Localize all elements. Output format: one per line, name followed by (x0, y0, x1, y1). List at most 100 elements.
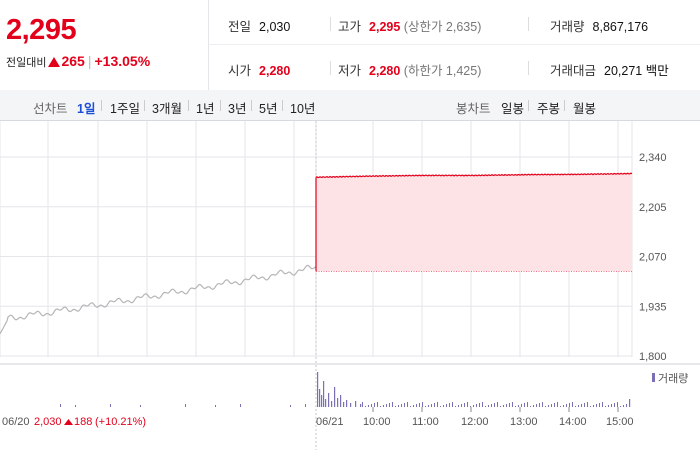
volume-bar (482, 402, 483, 407)
tab-weekly-candle[interactable]: 주봉 (537, 102, 561, 116)
volume-bar (440, 406, 441, 407)
quote-volume: 거래량 8,867,176 (550, 20, 649, 34)
volume-bars: 거래량 (60, 372, 688, 407)
volume-bar (290, 405, 291, 407)
volume-bar (581, 404, 582, 407)
volume-bar (626, 404, 627, 407)
y-tick-label: 1,800 (639, 351, 667, 363)
volume-bar (590, 406, 591, 407)
volume-bar (389, 403, 390, 407)
price-box: 2,295 전일대비 265 | +13.05% (0, 0, 209, 90)
volume-bar (331, 401, 333, 407)
volume-bar (596, 404, 597, 407)
tab-5year[interactable]: 5년 (259, 102, 278, 116)
volume-bar (467, 402, 468, 407)
quote-prev-close: 전일 2,030 (228, 20, 291, 34)
change-amount: 265 (61, 53, 85, 69)
tab-3year[interactable]: 3년 (228, 102, 247, 116)
tab-daily-candle[interactable]: 일봉 (501, 102, 525, 116)
volume-bar (422, 402, 423, 407)
change-info: 전일대비 265 | +13.05% (6, 53, 151, 69)
x-tick-label: 11:00 (412, 416, 439, 428)
volume-bar (340, 395, 342, 407)
quote-high: 고가 2,295 (상한가 2,635) (338, 20, 482, 34)
volume-bar (461, 404, 462, 407)
volume-bar (572, 402, 573, 407)
volume-bar (614, 403, 615, 407)
volume-bar (503, 405, 504, 407)
volume-bar (404, 403, 405, 407)
volume-bar (545, 406, 546, 407)
volume-bar (380, 406, 381, 407)
volume-bar (343, 402, 345, 407)
candle-chart-caption: 봉차트 (456, 102, 491, 116)
volume-bar (407, 402, 408, 407)
volume-bar (185, 404, 186, 407)
volume-bar (434, 403, 435, 407)
volume-bar (476, 404, 477, 407)
volume-bar (548, 405, 549, 407)
quote-open: 시가 2,280 (228, 64, 291, 78)
volume-bar (530, 406, 531, 407)
volume-bar (455, 406, 456, 407)
volume-bar (323, 381, 325, 407)
volume-bar (584, 403, 585, 407)
volume-bar (473, 405, 474, 407)
series-prev-day-line (0, 264, 317, 335)
y-tick-label: 2,070 (639, 252, 667, 264)
volume-bar (334, 387, 336, 407)
volume-bar (401, 404, 402, 407)
volume-bar (470, 406, 471, 407)
volume-bar (365, 406, 366, 407)
volume-bar (491, 404, 492, 407)
footer-change: 188 (74, 416, 92, 428)
volume-bar (449, 403, 450, 407)
volume-bar (437, 402, 438, 407)
volume-bar (533, 405, 534, 407)
volume-bar (602, 402, 603, 407)
volume-bar (337, 398, 339, 407)
volume-bar (328, 393, 330, 407)
current-price: 2,295 (6, 14, 77, 46)
volume-bar (485, 406, 486, 407)
volume-bar (110, 404, 111, 407)
volume-bar (569, 403, 570, 407)
volume-bar (319, 389, 321, 407)
volume-bar (458, 405, 459, 407)
volume-bar (446, 404, 447, 407)
x-tick-label: 06/21 (316, 416, 344, 428)
volume-bar (518, 405, 519, 407)
volume-bar (321, 395, 323, 407)
x-tick-label: 14:00 (559, 416, 587, 428)
volume-bar (350, 403, 352, 407)
volume-bar (575, 406, 576, 407)
x-axis-labels: 06/21 10:00 11:00 12:00 13:00 14:00 15:00 (316, 407, 634, 428)
tab-10year[interactable]: 10년 (290, 102, 316, 116)
volume-bar (75, 405, 76, 407)
footer-up-triangle-icon (64, 419, 73, 425)
volume-bar (605, 406, 606, 407)
volume-bar (383, 405, 384, 407)
y-tick-label: 2,340 (639, 152, 667, 164)
x-tick-label: 15:00 (606, 416, 634, 428)
change-label: 전일대비 (6, 57, 47, 69)
tab-1day[interactable]: 1일 (77, 102, 96, 116)
volume-bar (479, 403, 480, 407)
volume-bar (587, 402, 588, 407)
quote-low: 저가 2,280 (하한가 1,425) (338, 64, 482, 78)
volume-bar (374, 403, 375, 407)
volume-bar (494, 403, 495, 407)
series-today-area (316, 173, 632, 272)
volume-bar (557, 402, 558, 407)
volume-bar (500, 406, 501, 407)
footer-price: 2,030 (34, 416, 62, 428)
tab-monthly-candle[interactable]: 월봉 (573, 102, 597, 116)
tab-3month[interactable]: 3개월 (152, 102, 182, 116)
volume-bar (325, 399, 327, 407)
tab-1year[interactable]: 1년 (196, 102, 215, 116)
tab-1week[interactable]: 1주일 (110, 102, 140, 116)
volume-bar (617, 402, 618, 407)
volume-bar (563, 405, 564, 407)
volume-bar (560, 406, 561, 407)
volume-bar (629, 399, 631, 407)
